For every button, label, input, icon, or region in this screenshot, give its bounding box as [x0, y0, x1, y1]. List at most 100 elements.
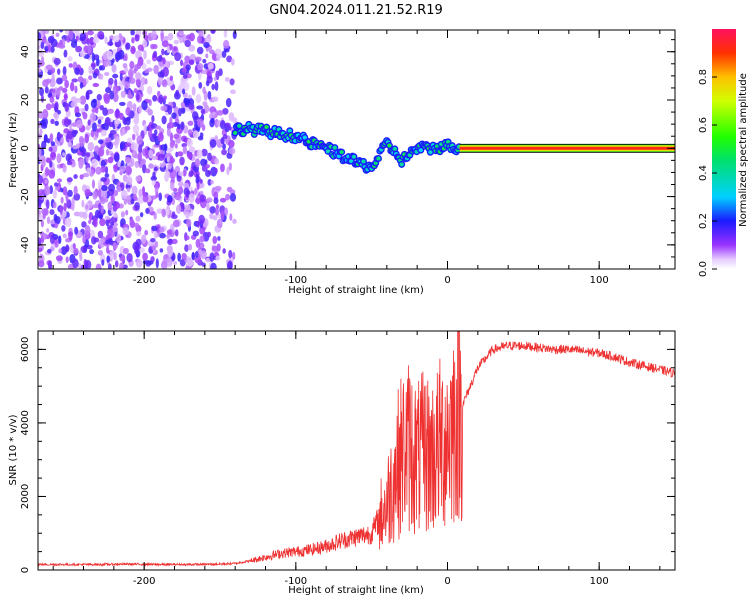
heatmap-cell [116, 233, 122, 244]
heatmap-cell [131, 37, 135, 44]
snr-xlabel: Height of straight line (km) [288, 585, 424, 596]
heatmap-cell [53, 182, 59, 187]
heatmap-cell [188, 103, 195, 110]
heatmap-cell [153, 231, 158, 239]
heatmap-cell [222, 248, 226, 254]
heatmap-cell [94, 145, 100, 153]
heatmap-cell [220, 137, 225, 145]
heatmap-cell [110, 195, 115, 204]
heatmap-cell [387, 143, 392, 148]
heatmap-cell [58, 44, 66, 49]
heatmap-cell [87, 141, 95, 152]
heatmap-cell [132, 124, 140, 134]
heatmap-cell [75, 45, 83, 53]
heatmap-cell [209, 139, 217, 148]
heatmap-cell [99, 196, 106, 205]
heatmap-cell [51, 102, 55, 109]
heatmap-cell [232, 218, 237, 224]
heatmap-cell [57, 68, 61, 76]
heatmap-cell [137, 44, 144, 51]
heatmap-cell [166, 156, 170, 163]
heatmap-cell [95, 166, 102, 175]
heatmap-cell [166, 233, 170, 239]
heatmap-cell [185, 64, 191, 71]
heatmap-cell [87, 38, 93, 44]
heatmap-cell [67, 56, 73, 62]
heatmap-cell [130, 198, 135, 205]
heatmap-cell [219, 197, 227, 203]
heatmap-cell [38, 212, 43, 222]
heatmap-cell [136, 231, 142, 237]
heatmap-cell [159, 226, 165, 233]
heatmap-cell [151, 115, 155, 123]
heatmap-cell [163, 95, 167, 100]
heatmap-cell [150, 43, 155, 50]
heatmap-cell [79, 174, 84, 180]
spectrogram-xtick-label: 100 [590, 275, 609, 286]
heatmap-cell [226, 55, 233, 63]
heatmap-cell [145, 168, 151, 174]
heatmap-cell [60, 187, 64, 193]
heatmap-cell [216, 110, 224, 116]
heatmap-cell [117, 160, 122, 168]
heatmap-cell [205, 164, 210, 169]
heatmap-cell [63, 202, 67, 212]
heatmap-cell [157, 132, 164, 143]
heatmap-cell [52, 189, 57, 199]
heatmap-cell [79, 137, 85, 147]
heatmap-cell [55, 255, 63, 262]
heatmap-cell [177, 252, 181, 262]
heatmap-cell [325, 149, 331, 154]
heatmap-cell [167, 163, 172, 170]
heatmap-cell [188, 186, 193, 191]
heatmap-cell [38, 189, 45, 196]
heatmap-cell [182, 74, 188, 79]
heatmap-cell [56, 77, 63, 85]
heatmap-cell [229, 193, 237, 202]
heatmap-cell [45, 78, 52, 84]
heatmap-cell [215, 255, 221, 261]
heatmap-cell [40, 94, 44, 103]
heatmap-cell [175, 204, 182, 214]
heatmap-cell [70, 40, 78, 49]
heatmap-cell [100, 177, 107, 182]
heatmap-cell [219, 205, 226, 215]
heatmap-cell [287, 128, 292, 133]
heatmap-cell [166, 45, 170, 54]
heatmap-cell [148, 163, 154, 169]
heatmap-cell [62, 233, 67, 239]
heatmap-cell [91, 122, 97, 132]
heatmap-cell [102, 107, 108, 116]
heatmap-cell [61, 225, 66, 232]
heatmap-cell [219, 119, 226, 130]
heatmap-cell [184, 39, 191, 48]
heatmap-cell [159, 54, 163, 60]
heatmap-cell [104, 71, 110, 76]
spectrogram-ytick-label: -20 [20, 188, 31, 204]
heatmap-cell [214, 158, 220, 165]
heatmap-cell [90, 99, 97, 109]
colorbar-tick-label: 0.4 [698, 165, 709, 181]
heatmap-cell [132, 103, 137, 112]
heatmap-cell [199, 235, 205, 243]
heatmap-cell [169, 132, 174, 143]
heatmap-cell [62, 152, 66, 157]
heatmap-cell [90, 129, 95, 138]
heatmap-cell [60, 246, 68, 255]
heatmap-cell [93, 136, 98, 141]
heatmap-cell [61, 87, 68, 94]
heatmap-cell [50, 141, 56, 147]
heatmap-cell [227, 260, 233, 269]
heatmap-cell [45, 64, 53, 71]
heatmap-cell [237, 123, 242, 128]
heatmap-cell [194, 56, 202, 62]
heatmap-cell [58, 235, 62, 245]
heatmap-cell [142, 39, 148, 48]
heatmap-cell [222, 143, 226, 150]
heatmap-cell [156, 208, 164, 214]
heatmap-cell [85, 204, 89, 210]
heatmap-cell [87, 30, 94, 36]
heatmap-cell [228, 125, 232, 131]
